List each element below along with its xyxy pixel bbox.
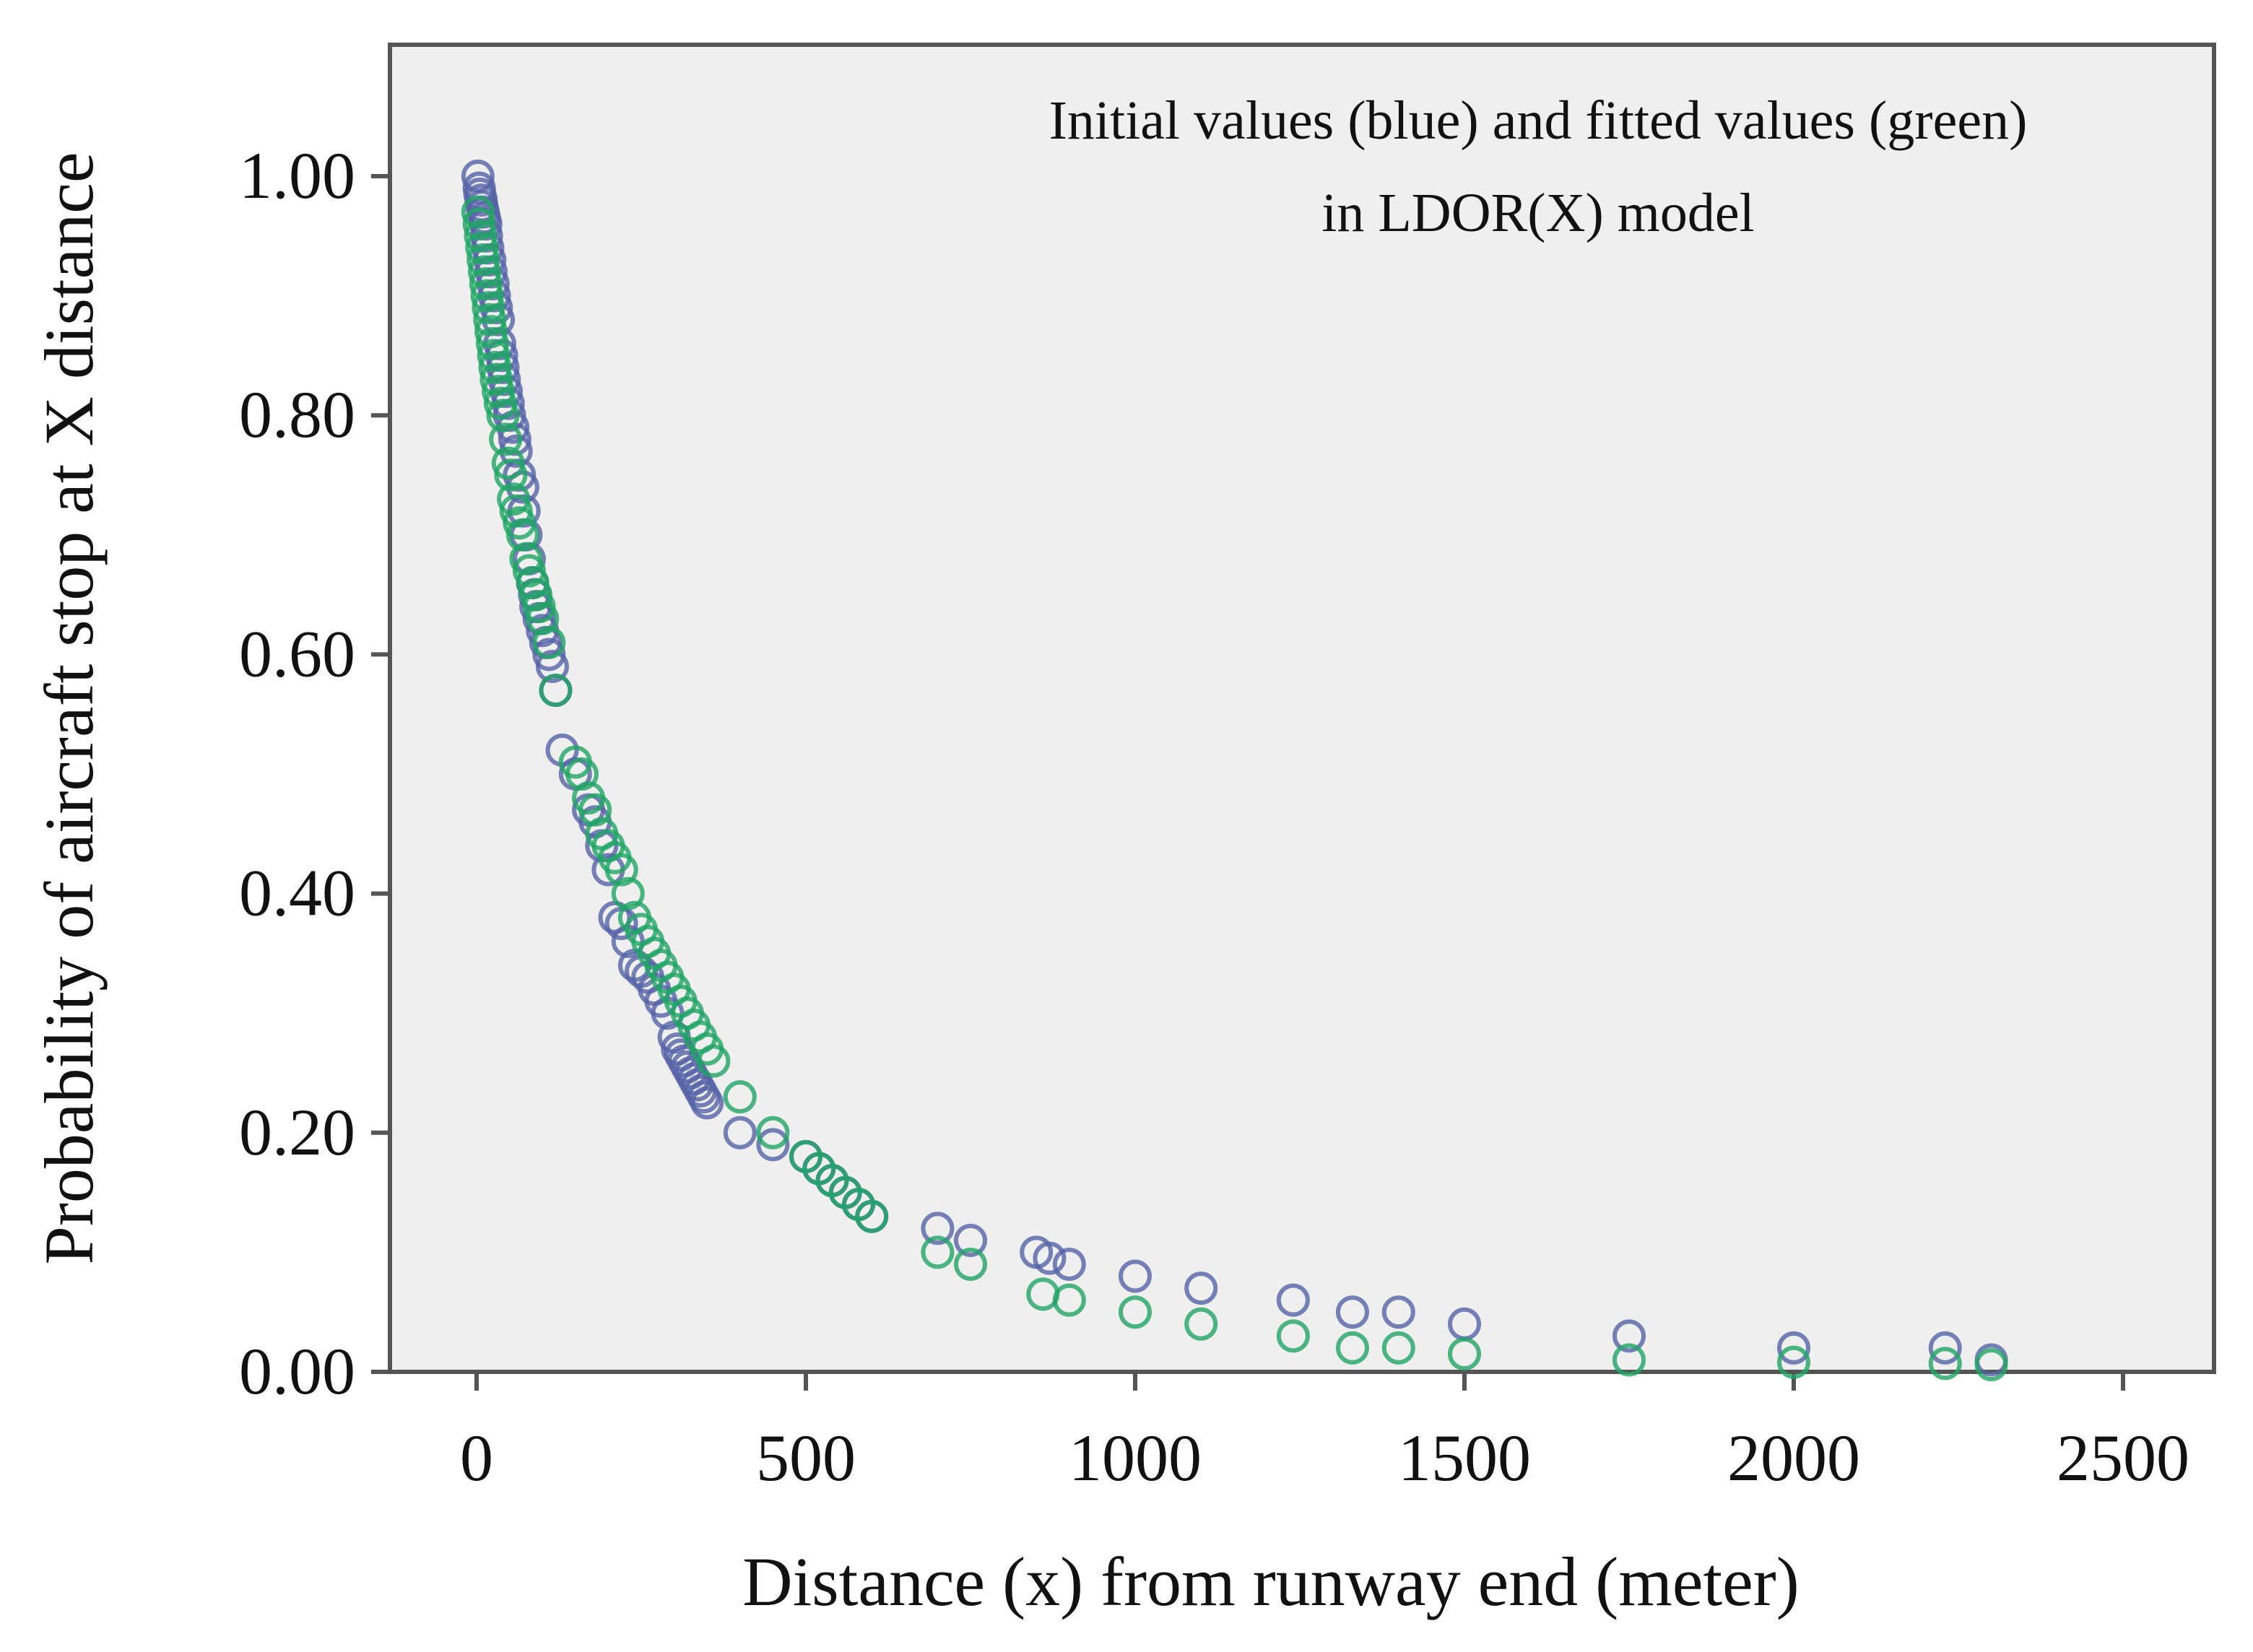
initial-value-point: [1052, 1247, 1086, 1281]
fitted-value-point: [1276, 1319, 1310, 1353]
fitted-value-point: [494, 458, 528, 492]
x-tick-label: 1500: [1398, 1421, 1531, 1495]
initial-value-point: [954, 1223, 987, 1257]
initial-value-point: [1381, 1295, 1415, 1329]
fitted-value-point: [565, 757, 599, 791]
initial-value-point: [1033, 1241, 1067, 1275]
fitted-value-point: [697, 1044, 731, 1078]
fitted-value-point: [497, 482, 531, 516]
fitted-value-point: [532, 625, 566, 659]
fitted-value-point: [1184, 1307, 1218, 1341]
fitted-value-point: [954, 1247, 987, 1281]
initial-value-point: [1335, 1295, 1369, 1329]
fitted-value-point: [921, 1235, 955, 1269]
series-fitted-values: [461, 195, 2008, 1382]
fitted-value-point: [483, 386, 517, 420]
y-axis-ticks: 0.00 0.20 0.40 0.60 0.80 1.00: [239, 139, 390, 1408]
y-tick-label: 0.60: [239, 617, 355, 690]
plot-area: [388, 43, 2216, 1374]
x-axis-ticks: 0 500 1000 1500 2000 2500: [460, 1372, 2189, 1495]
fitted-value-point: [479, 362, 513, 396]
initial-value-point: [1612, 1319, 1646, 1353]
x-tick-label: 2500: [2057, 1421, 2189, 1495]
x-axis-title: Distance (x) from runway end (meter): [742, 1543, 1799, 1620]
x-tick-label: 1000: [1069, 1421, 1202, 1495]
fitted-value-point: [723, 1080, 757, 1114]
initial-value-point: [921, 1212, 955, 1245]
fitted-value-point: [1052, 1283, 1086, 1317]
fitted-value-point: [489, 422, 523, 456]
fitted-value-point: [578, 793, 612, 827]
fitted-value-point: [1381, 1331, 1415, 1365]
fitted-value-point: [526, 601, 560, 635]
fitted-value-point: [464, 219, 498, 253]
fitted-value-point: [1119, 1295, 1152, 1329]
fitted-value-point: [469, 267, 503, 301]
fitted-value-point: [1777, 1345, 1810, 1379]
initial-value-point: [690, 1086, 724, 1120]
fitted-value-point: [1335, 1331, 1369, 1365]
y-tick-label: 0.40: [239, 856, 355, 930]
fitted-value-point: [465, 231, 499, 265]
fitted-value-point: [611, 877, 645, 910]
initial-value-point: [1276, 1283, 1310, 1317]
y-tick-label: 0.80: [239, 378, 355, 451]
annotation-line-1: Initial values (blue) and fitted values …: [1049, 90, 2028, 151]
fitted-value-point: [482, 375, 516, 409]
fitted-value-point: [461, 195, 495, 229]
fitted-value-point: [473, 303, 507, 336]
initial-value-point: [1928, 1331, 1962, 1365]
y-tick-label: 1.00: [239, 139, 355, 212]
initial-value-point: [756, 1128, 790, 1162]
fitted-value-point: [1612, 1343, 1646, 1377]
fitted-value-point: [1974, 1348, 2008, 1382]
fitted-value-point: [1928, 1347, 1962, 1381]
initial-value-point: [535, 649, 569, 683]
fitted-value-point: [474, 315, 508, 349]
fitted-value-point: [466, 243, 500, 277]
initial-value-point: [1184, 1271, 1218, 1305]
y-axis-title: Probability of aircraft stop at X distan…: [30, 152, 108, 1265]
fitted-value-point: [477, 339, 511, 373]
fitted-value-point: [756, 1116, 790, 1149]
fitted-value-point: [478, 350, 512, 384]
fitted-value-point: [855, 1199, 889, 1233]
y-tick-label: 0.00: [239, 1334, 355, 1408]
x-tick-label: 500: [756, 1421, 856, 1495]
fitted-value-point: [470, 279, 504, 313]
fitted-value-point: [505, 518, 539, 552]
fitted-value-point: [475, 326, 509, 360]
x-tick-label: 0: [460, 1421, 493, 1495]
x-tick-label: 2000: [1727, 1421, 1860, 1495]
initial-value-point: [723, 1116, 757, 1149]
fitted-value-point: [1448, 1337, 1481, 1371]
annotation-line-2: in LDOR(X) model: [1321, 183, 1754, 243]
y-tick-label: 0.20: [239, 1095, 355, 1169]
fitted-value-point: [604, 853, 638, 887]
fitted-value-point: [486, 399, 520, 432]
initial-value-point: [1777, 1331, 1810, 1365]
fitted-value-point: [539, 674, 573, 708]
fitted-value-point: [467, 255, 501, 289]
initial-value-point: [1119, 1259, 1152, 1293]
fitted-value-point: [491, 446, 525, 480]
fitted-value-point: [462, 207, 496, 241]
fitted-value-point: [472, 291, 505, 325]
